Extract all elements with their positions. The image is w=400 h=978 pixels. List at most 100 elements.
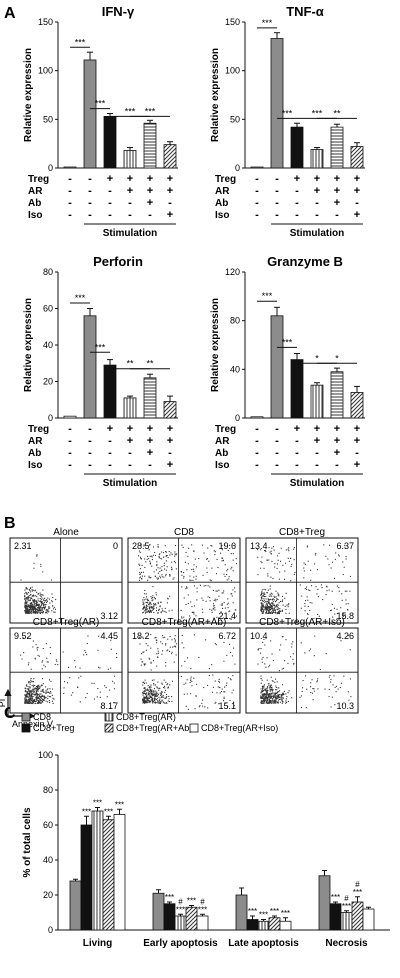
flow-dot (148, 693, 150, 695)
flow-dot (214, 680, 216, 682)
condition-mark: - (68, 185, 72, 197)
flow-dot (32, 640, 34, 642)
flow-dot (264, 696, 266, 698)
flow-dot (85, 697, 87, 699)
flow-dot (149, 688, 151, 690)
flow-dot (173, 560, 175, 562)
significance-mark: *** (270, 907, 279, 916)
flow-dot (195, 578, 197, 580)
flow-dot (260, 675, 262, 677)
flow-dot (274, 696, 276, 698)
flow-dot (97, 649, 99, 651)
flow-dot (33, 607, 35, 609)
flow-dot (272, 698, 274, 700)
bar (246, 919, 259, 931)
flow-dot (172, 646, 174, 648)
flow-dot (180, 571, 182, 573)
flow-dot (139, 576, 141, 578)
flow-dot (166, 566, 168, 568)
flow-dot (199, 584, 201, 586)
flow-dot (278, 613, 280, 615)
flow-dot (328, 676, 330, 678)
flow-dot (213, 550, 215, 552)
significance-mark: *** (331, 893, 340, 902)
flow-dot (42, 691, 44, 693)
flow-dot (260, 602, 262, 604)
flow-dot (190, 693, 192, 695)
flow-dot (42, 690, 44, 692)
quadrant-ur-value: 19.6 (218, 541, 236, 551)
flow-dot (30, 605, 32, 607)
flow-dot (260, 606, 262, 608)
flow-dot (277, 612, 279, 614)
flow-dot (37, 611, 39, 613)
condition-mark: - (128, 197, 132, 209)
flow-dot (29, 697, 31, 699)
flow-dot (156, 686, 158, 688)
flow-dot (114, 675, 116, 677)
flow-dot (338, 554, 340, 556)
flow-dot (224, 575, 226, 577)
flow-dot (24, 701, 26, 703)
flow-dot (48, 679, 50, 681)
flow-dot (264, 699, 266, 701)
flow-dot (304, 588, 306, 590)
stimulation-label: Stimulation (103, 228, 157, 239)
flow-dot (276, 689, 278, 691)
flow-dot (40, 611, 42, 613)
flow-dot (35, 701, 37, 703)
flow-dot (41, 700, 43, 702)
flow-dot (25, 588, 27, 590)
flow-dot (142, 651, 144, 653)
flow-dot (38, 655, 40, 657)
flow-dot (218, 589, 220, 591)
flow-dot (270, 604, 272, 606)
flow-dot (152, 606, 154, 608)
flow-dot (143, 664, 145, 666)
flow-dot (190, 678, 192, 680)
flow-dot (33, 604, 35, 606)
flow-dot (190, 579, 192, 581)
flow-dot (320, 584, 322, 586)
flow-dot (271, 602, 273, 604)
flow-dot (147, 599, 149, 601)
flow-dot (149, 700, 151, 702)
flow-dot (269, 585, 271, 587)
flow-dot (34, 703, 36, 705)
flow-dot (202, 611, 204, 613)
flow-dot (263, 694, 265, 696)
flow-dot (25, 604, 27, 606)
flow-dot (263, 610, 265, 612)
flow-dot (292, 653, 294, 655)
flow-dot (266, 697, 268, 699)
flow-dot (165, 556, 167, 558)
chart-title: Granzyme B (267, 254, 343, 269)
flow-dot (48, 606, 50, 608)
flow-dot (32, 684, 34, 686)
flow-dot (24, 697, 26, 699)
flow-dot (262, 641, 264, 643)
flow-dot (283, 693, 285, 695)
flow-dot (35, 609, 37, 611)
flow-dot (278, 611, 280, 613)
condition-row-label: AR (215, 186, 230, 197)
flow-dot (275, 700, 277, 702)
flow-dot (143, 545, 145, 547)
significance-mark: ** (333, 108, 341, 118)
flow-dot (145, 700, 147, 702)
flow-dot (26, 693, 28, 695)
flow-dot (185, 682, 187, 684)
flow-dot (144, 692, 146, 694)
significance-mark: *** (75, 37, 86, 47)
flow-dot (260, 567, 262, 569)
flow-dot (174, 553, 176, 555)
flow-dot (331, 590, 333, 592)
significance-mark: # (355, 880, 360, 889)
flow-dot (27, 702, 29, 704)
flow-dot (34, 610, 36, 612)
flow-dot (29, 695, 31, 697)
flow-dot (146, 701, 148, 703)
flow-dot (196, 587, 198, 589)
flow-dot (38, 603, 40, 605)
flow-dot (148, 549, 150, 551)
